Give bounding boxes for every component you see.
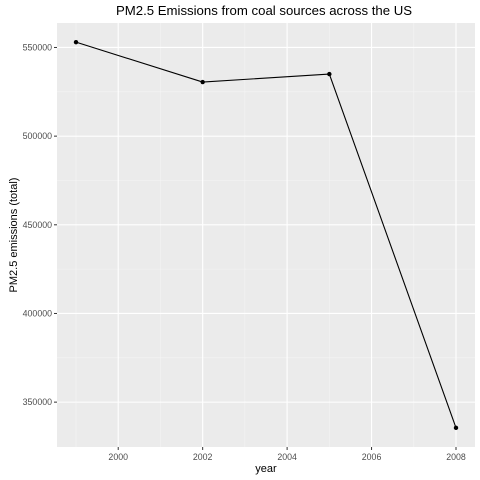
y-tick-label: 350000 (23, 397, 52, 407)
x-tick-label: 2008 (446, 452, 466, 462)
data-point (200, 79, 205, 85)
y-tick-label: 400000 (23, 308, 52, 318)
plot-panel (57, 23, 475, 447)
series-line (75, 41, 457, 429)
minor-gridlines (57, 23, 475, 447)
chart-title: PM2.5 Emissions from coal sources across… (116, 3, 412, 18)
y-tick-label: 550000 (23, 42, 52, 52)
x-tick-label: 2002 (193, 452, 213, 462)
series-layer (73, 39, 459, 431)
y-axis: 350000 400000 450000 500000 550000 (23, 42, 57, 407)
y-axis-title: PM2.5 emissions (total) (8, 178, 20, 293)
x-tick-label: 2004 (277, 452, 297, 462)
x-tick-label: 2006 (362, 452, 382, 462)
major-gridlines (57, 23, 475, 447)
x-tick-label: 2000 (108, 452, 128, 462)
data-point (327, 71, 332, 77)
x-axis: 2000 2002 2004 2006 2008 (108, 447, 466, 462)
y-tick-label: 500000 (23, 131, 52, 141)
y-tick-label: 450000 (23, 220, 52, 230)
data-point (453, 425, 459, 431)
x-axis-title: year (255, 463, 277, 475)
data-point (73, 39, 79, 45)
